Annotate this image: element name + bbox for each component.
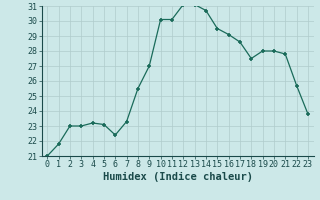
X-axis label: Humidex (Indice chaleur): Humidex (Indice chaleur)	[103, 172, 252, 182]
